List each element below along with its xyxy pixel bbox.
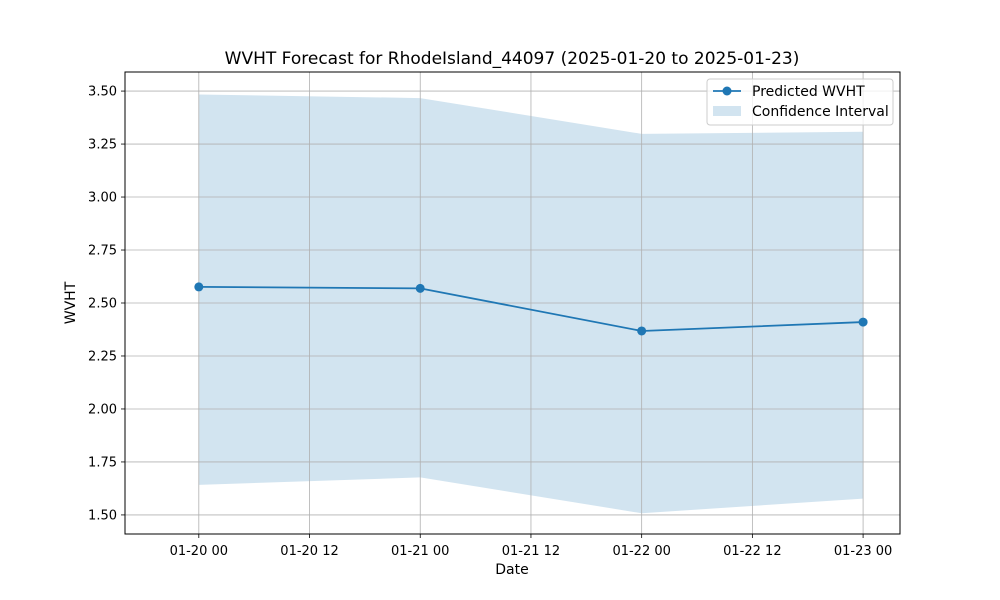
y-tick-label-6: 3.00: [88, 191, 117, 206]
legend-marker-swatch: [722, 86, 732, 96]
series-line-0: [198, 285, 864, 332]
x-tick-label-0: 01-20 00: [170, 544, 228, 559]
x-axis-label: Date: [495, 562, 528, 578]
grid-layer: [125, 72, 900, 534]
x-tick-label-6: 01-23 00: [834, 544, 892, 559]
legend-entry-predicted: Predicted WVHT: [752, 84, 865, 100]
y-tick-label-4: 2.50: [88, 297, 117, 312]
legend-box: [706, 78, 894, 126]
x-axis-ticks: 01-20 00 01-20 12 01-21 00 01-21 12 01-22 00…: [170, 534, 892, 559]
y-axis-label: WVHT: [63, 281, 79, 324]
legend-band-swatch: [713, 106, 741, 116]
y-axis-ticks: 1.50 1.75 2.00 2.25 2.50 2.75 3.00 3.25 3.50: [88, 85, 125, 523]
y-tick-label-3: 2.25: [88, 349, 117, 364]
y-tick-label-2: 2.00: [88, 402, 117, 417]
legend: Predicted WVHT Confidence Interval: [706, 78, 894, 126]
data-point-0-0: [194, 282, 204, 292]
y-tick-label-5: 2.75: [88, 244, 117, 259]
x-tick-label-3: 01-21 12: [502, 544, 560, 559]
chart-title: WVHT Forecast for RhodeIsland_44097 (202…: [225, 49, 800, 69]
y-tick-label-7: 3.25: [88, 138, 117, 153]
legend-entry-confidence: Confidence Interval: [752, 104, 889, 120]
series-layer: [194, 282, 868, 336]
data-point-0-1: [415, 283, 425, 293]
x-tick-label-5: 01-22 12: [723, 544, 781, 559]
x-tick-label-2: 01-21 00: [391, 544, 449, 559]
y-tick-label-8: 3.50: [88, 85, 117, 100]
y-tick-label-0: 1.50: [88, 508, 117, 523]
x-tick-label-4: 01-22 00: [612, 544, 670, 559]
data-point-0-2: [637, 326, 647, 336]
y-tick-label-1: 1.75: [88, 455, 117, 470]
data-point-0-3: [858, 317, 868, 327]
x-tick-label-1: 01-20 12: [280, 544, 338, 559]
